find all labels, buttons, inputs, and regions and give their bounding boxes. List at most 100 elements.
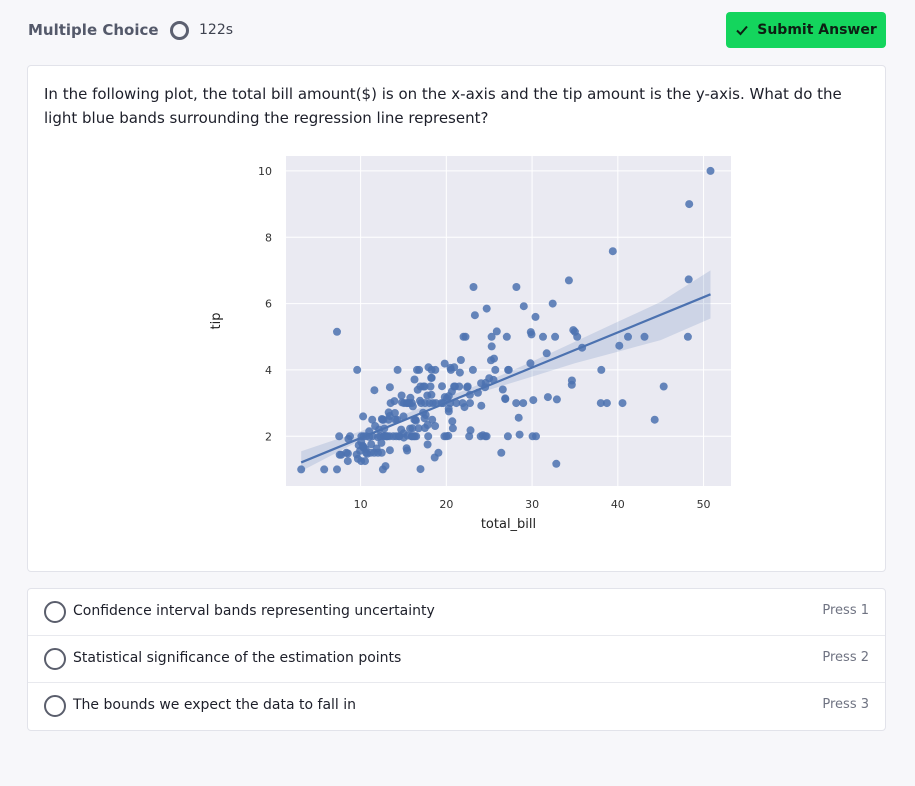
data-point <box>463 382 472 391</box>
data-point <box>502 332 511 341</box>
data-point <box>706 166 715 175</box>
data-point <box>526 359 535 368</box>
data-point <box>487 332 496 341</box>
data-point <box>397 391 406 400</box>
data-point <box>465 432 474 441</box>
data-point <box>385 383 394 392</box>
data-point <box>399 412 408 421</box>
data-point <box>684 275 693 284</box>
data-point <box>385 446 394 455</box>
data-point <box>531 312 540 321</box>
data-point <box>414 424 423 433</box>
data-point <box>497 448 506 457</box>
data-point <box>659 382 668 391</box>
data-point <box>470 311 479 320</box>
data-point <box>377 448 386 457</box>
data-point <box>551 332 560 341</box>
answer-options: Confidence interval bands representing u… <box>27 588 886 731</box>
data-point <box>491 365 500 374</box>
answer-option-1[interactable]: Confidence interval bands representing u… <box>28 589 885 636</box>
data-point <box>466 399 474 408</box>
top-bar: Multiple Choice 122s Submit Answer <box>0 0 915 60</box>
data-point <box>359 412 368 421</box>
x-tick-label: 10 <box>354 498 368 511</box>
data-point <box>519 302 528 311</box>
data-point <box>427 390 436 399</box>
data-point <box>427 373 436 382</box>
y-tick-label: 8 <box>265 231 272 244</box>
data-point <box>367 440 376 449</box>
data-point <box>650 415 659 424</box>
data-point <box>640 332 649 341</box>
answer-option-2[interactable]: Statistical significance of the estimati… <box>28 636 885 683</box>
submit-answer-button[interactable]: Submit Answer <box>726 12 886 48</box>
radio-button-icon[interactable] <box>44 695 66 717</box>
data-point <box>440 359 449 368</box>
answer-option-3[interactable]: The bounds we expect the data to fall in… <box>28 683 885 729</box>
answer-option-shortcut: Press 3 <box>822 697 869 712</box>
data-point <box>450 363 459 372</box>
data-point <box>596 399 605 408</box>
data-point <box>423 440 432 449</box>
timer-icon <box>170 21 189 40</box>
data-point <box>482 432 491 441</box>
data-point <box>390 409 399 417</box>
data-point <box>370 386 379 395</box>
data-point <box>455 382 464 391</box>
data-point <box>624 332 632 341</box>
data-point <box>297 465 306 474</box>
data-point <box>552 459 561 468</box>
data-point <box>564 276 573 285</box>
data-point <box>393 365 402 374</box>
data-point <box>527 330 536 339</box>
x-axis-label: total_bill <box>481 517 536 532</box>
answer-option-text: The bounds we expect the data to fall in <box>73 697 357 713</box>
data-point <box>532 432 540 441</box>
data-point <box>412 432 421 441</box>
data-point <box>346 432 354 441</box>
check-icon <box>736 25 749 36</box>
data-point <box>683 332 692 341</box>
radio-button-icon[interactable] <box>44 601 66 623</box>
data-point <box>512 399 521 408</box>
data-point <box>548 299 557 308</box>
data-point <box>466 426 475 435</box>
data-point <box>529 396 538 405</box>
data-point <box>455 368 464 377</box>
data-point <box>434 448 443 457</box>
data-point <box>410 375 419 384</box>
data-point <box>602 399 611 408</box>
data-point <box>685 200 694 209</box>
y-tick-label: 4 <box>265 364 272 377</box>
data-point <box>482 304 491 313</box>
radio-button-icon[interactable] <box>44 648 66 670</box>
data-point <box>353 365 362 374</box>
answer-option-text: Confidence interval bands representing u… <box>73 603 435 619</box>
x-tick-label: 20 <box>439 498 453 511</box>
answer-option-shortcut: Press 2 <box>822 650 869 665</box>
data-point <box>320 465 329 474</box>
data-point <box>468 365 477 374</box>
data-point <box>408 402 417 411</box>
data-point <box>408 424 417 433</box>
data-point <box>368 415 377 424</box>
data-point <box>431 365 440 374</box>
data-point <box>504 365 513 374</box>
data-point <box>415 365 424 374</box>
data-point <box>458 399 467 408</box>
data-point <box>615 341 624 350</box>
data-point <box>361 457 369 466</box>
data-point <box>333 327 341 336</box>
question-card: In the following plot, the total bill am… <box>27 65 886 572</box>
data-point <box>477 401 486 410</box>
data-point <box>442 432 451 441</box>
data-point <box>444 407 453 416</box>
x-tick-label: 50 <box>697 498 711 511</box>
y-tick-label: 6 <box>265 298 272 311</box>
data-point <box>597 365 606 374</box>
data-point <box>431 422 440 430</box>
timer-text: 122s <box>199 22 234 38</box>
data-point <box>424 432 433 441</box>
x-tick-label: 40 <box>611 498 625 511</box>
data-point <box>539 332 547 341</box>
